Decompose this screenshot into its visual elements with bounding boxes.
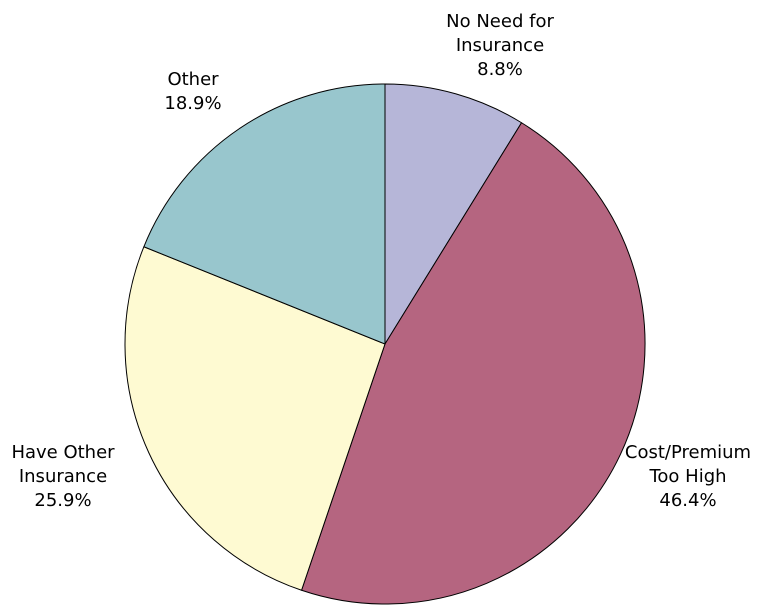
slice-label-line: Have Other <box>11 442 115 463</box>
pie-labels: No Need for Insurance 8.8% Cost/Premium Too … <box>11 11 751 511</box>
slice-label-line: Insurance <box>456 35 544 56</box>
slice-label-line: Too High <box>648 466 726 487</box>
pie-slice-no-need-for-insurance <box>384 83 523 345</box>
slice-label-line: 46.4% <box>659 490 716 511</box>
pie-slice-cost-premium-too-high <box>301 122 646 605</box>
slice-label-cost-premium-too-high: Cost/Premium Too High 46.4% <box>625 442 751 511</box>
pie-slice-have-other-insurance <box>124 246 386 591</box>
slice-label-no-need-for-insurance: No Need for Insurance 8.8% <box>446 11 554 80</box>
slice-label-line: No Need for <box>446 11 554 32</box>
slice-label-other: Other 18.9% <box>164 69 221 114</box>
slice-label-have-other-insurance: Have Other Insurance 25.9% <box>11 442 115 511</box>
slice-label-line: Other <box>167 69 219 90</box>
slice-label-line: Cost/Premium <box>625 442 751 463</box>
slice-label-line: Insurance <box>19 466 107 487</box>
pie-slices <box>124 83 646 605</box>
slice-label-line: 25.9% <box>34 490 91 511</box>
slice-label-line: 8.8% <box>477 59 523 80</box>
slice-label-line: 18.9% <box>164 93 221 114</box>
pie-slice-other <box>143 83 386 345</box>
